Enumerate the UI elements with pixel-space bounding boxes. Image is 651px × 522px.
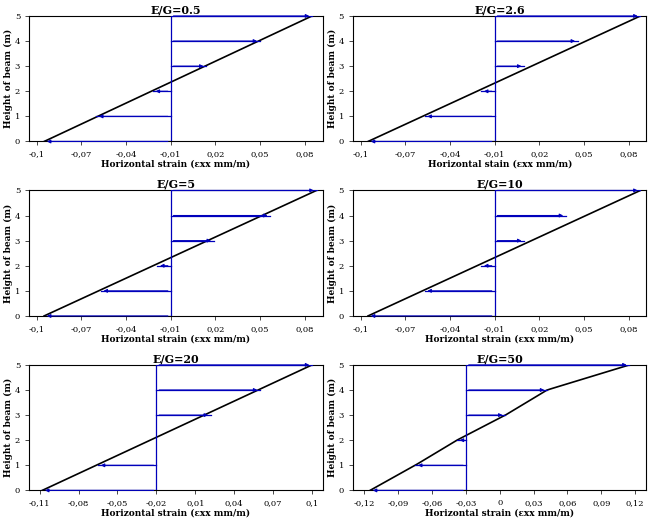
Title: E/G=50: E/G=50 [477, 353, 523, 364]
Y-axis label: Height of beam (m): Height of beam (m) [328, 378, 337, 477]
Title: E/G=0.5: E/G=0.5 [150, 4, 201, 15]
Y-axis label: Height of beam (m): Height of beam (m) [4, 29, 13, 128]
Title: E/G=10: E/G=10 [477, 179, 523, 189]
X-axis label: Horizontal strain (εxx mm/m): Horizontal strain (εxx mm/m) [425, 509, 574, 518]
Y-axis label: Height of beam (m): Height of beam (m) [4, 378, 13, 477]
Title: E/G=20: E/G=20 [152, 353, 199, 364]
Y-axis label: Height of beam (m): Height of beam (m) [4, 204, 13, 303]
X-axis label: Horizontal strain (εxx mm/m): Horizontal strain (εxx mm/m) [102, 509, 251, 518]
X-axis label: Horizontal strain (εxx mm/m): Horizontal strain (εxx mm/m) [102, 160, 251, 169]
Title: E/G=2.6: E/G=2.6 [475, 4, 525, 15]
X-axis label: Horizontal strain (εxx mm/m): Horizontal strain (εxx mm/m) [425, 335, 574, 343]
X-axis label: Horizontal strain (εxx mm/m): Horizontal strain (εxx mm/m) [102, 335, 251, 343]
Y-axis label: Height of beam (m): Height of beam (m) [328, 29, 337, 128]
Y-axis label: Height of beam (m): Height of beam (m) [328, 204, 337, 303]
X-axis label: Horizontal stain (εxx mm/m): Horizontal stain (εxx mm/m) [428, 160, 572, 169]
Title: E/G=5: E/G=5 [156, 179, 195, 189]
